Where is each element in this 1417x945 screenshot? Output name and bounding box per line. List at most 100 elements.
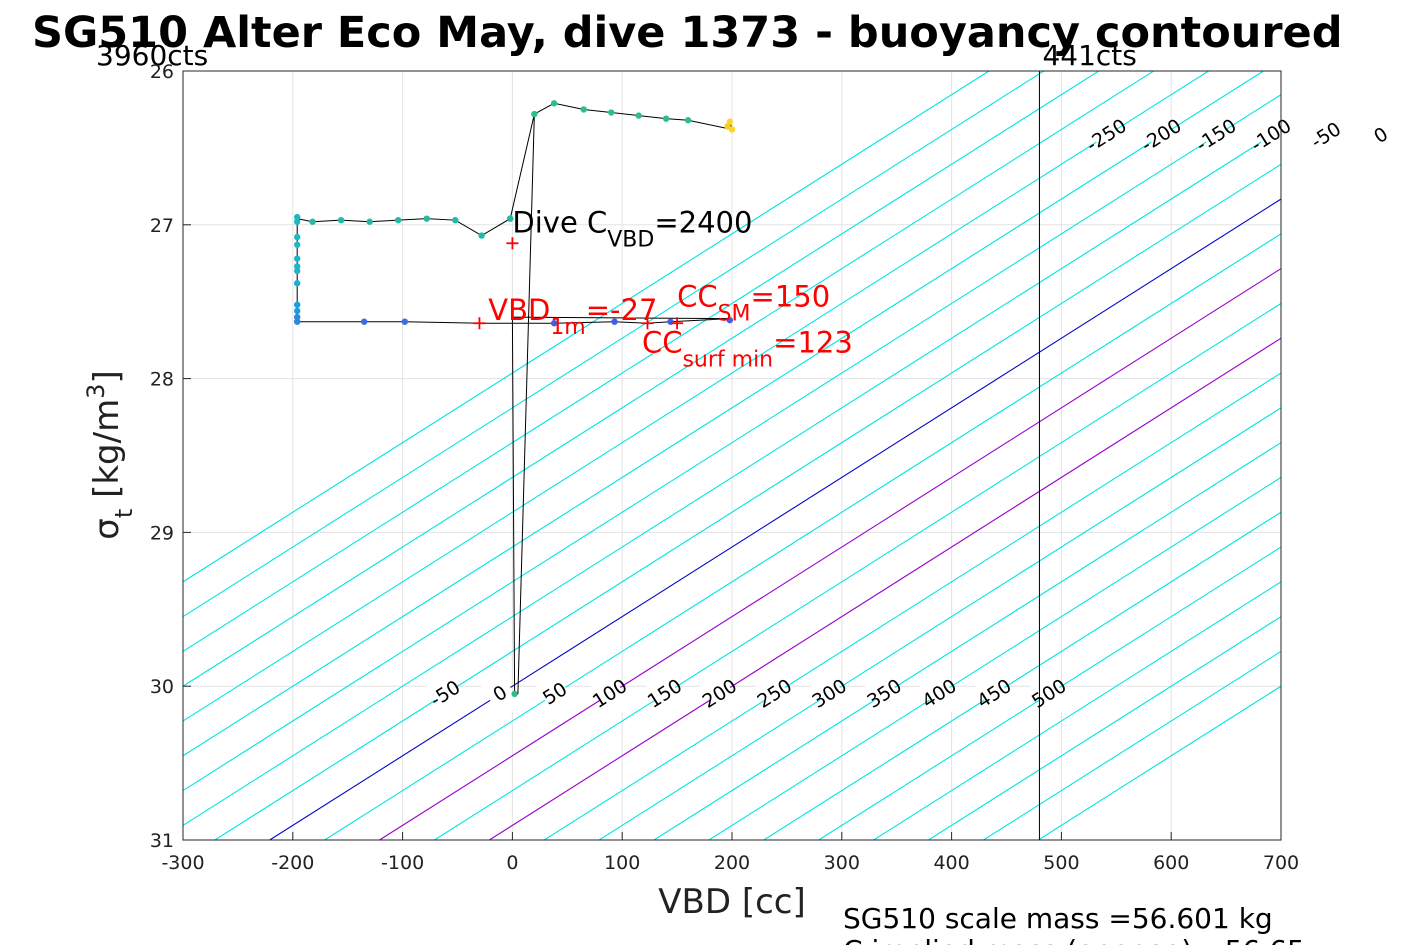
data-point (580, 106, 587, 113)
data-point (511, 690, 518, 698)
data-point (293, 318, 301, 325)
annotation-main: VBD (488, 293, 550, 327)
data-point (608, 109, 615, 116)
contour-line (183, 71, 990, 583)
footer-text: SG510 scale mass =56.601 kgC implied mas… (843, 902, 1305, 945)
buoyancy-contours (183, 71, 1281, 840)
contour-line (818, 546, 1281, 840)
ylabel-subscript: t (110, 509, 138, 518)
contour-label-bg (643, 668, 687, 719)
data-point (635, 112, 642, 119)
contour-label-bg (862, 668, 907, 719)
contour-line (598, 407, 1281, 840)
y-tick-label: 29 (150, 522, 174, 544)
plus-marker (641, 317, 654, 330)
annotation-main: Dive C (512, 205, 607, 239)
data-point (293, 307, 301, 315)
y-tick-label: 27 (150, 215, 174, 237)
x-tick-label: 200 (714, 852, 750, 874)
track-line (296, 102, 733, 695)
annotation-sub: 1m (550, 315, 585, 340)
data-point (293, 263, 301, 270)
data-point (478, 232, 485, 239)
contour-line (183, 94, 1281, 792)
annotation-value: =2400 (654, 205, 752, 239)
y-tick-label: 31 (150, 830, 174, 852)
counts-label: 441cts (1042, 39, 1136, 72)
counts-label: 3960cts (96, 39, 208, 72)
contour-line (183, 71, 1045, 618)
annotation-sub: VBD (607, 227, 654, 252)
ylabel-superscript: 3 (82, 384, 110, 399)
data-point (309, 218, 316, 225)
data-point (337, 216, 345, 224)
data-point (293, 280, 301, 287)
annotation-value: =150 (751, 279, 831, 313)
data-point (726, 316, 734, 324)
vbd-limit-lines: 441cts 3960cts (96, 39, 1137, 840)
contour-label-bg (1304, 110, 1349, 161)
contour-line (324, 233, 1281, 840)
plus-marker (473, 317, 486, 330)
footer-line: SG510 scale mass =56.601 kg (843, 902, 1273, 935)
contour-label-bg (807, 668, 852, 719)
contour-line (434, 302, 1281, 840)
annotation-main: CC (677, 279, 718, 313)
data-point (293, 313, 301, 321)
data-point (395, 216, 402, 224)
x-tick-label: -200 (271, 852, 314, 874)
x-tick-label: 600 (1153, 852, 1189, 874)
x-tick-label: 500 (1043, 852, 1079, 874)
data-point (360, 318, 368, 325)
ylabel-unit: [kg/m (87, 399, 127, 509)
contour-label-bg (588, 668, 632, 719)
x-tick-label: -300 (161, 852, 204, 874)
contour-label-bg (1194, 110, 1239, 161)
contour-line (708, 476, 1281, 840)
contour-line (1038, 685, 1281, 840)
data-point (684, 117, 692, 124)
y-tick-label: 28 (150, 369, 174, 391)
red-markers (473, 237, 684, 330)
contour-line (928, 615, 1281, 840)
data-point (293, 267, 301, 275)
data-point (401, 318, 408, 325)
contour-line (983, 650, 1281, 840)
data-point (452, 216, 459, 224)
x-tick-label: 400 (933, 852, 969, 874)
x-tick-label: 700 (1263, 852, 1299, 874)
contour-line (183, 71, 1209, 722)
contour-line (543, 372, 1281, 840)
contour-label-bg (1084, 110, 1129, 161)
data-point (724, 123, 731, 130)
chart-title: SG510 Alter Eco May, dive 1373 - buoyanc… (32, 8, 1343, 58)
data-point (550, 100, 558, 107)
data-point (550, 320, 558, 327)
data-point (507, 215, 514, 222)
contour-label-bg (533, 668, 578, 719)
dive-track (296, 102, 733, 695)
contour-line (653, 441, 1281, 840)
contour-line (763, 511, 1281, 840)
data-point (293, 233, 301, 241)
x-tick-label: 0 (506, 852, 518, 874)
annotation-sub: surf min (682, 347, 773, 372)
data-point (366, 218, 373, 225)
y-ticks: 26 27 28 29 30 31 (150, 61, 191, 852)
contour-line (873, 581, 1281, 840)
contour-label-bg (423, 668, 468, 719)
contour-label-bg (752, 668, 797, 719)
y-tick-label: 26 (150, 61, 174, 83)
data-point (662, 115, 670, 122)
footer-line: C implied mass (openeo) =56.65 (843, 934, 1305, 945)
annotation-sub: SM (718, 301, 751, 326)
contour-label-bg (1249, 110, 1294, 161)
contour-line (183, 71, 1100, 653)
y-axis-label: σt [kg/m3] (82, 370, 138, 539)
contour-label-bg (1027, 668, 1072, 719)
annotation-value: =123 (773, 325, 853, 359)
data-point (293, 255, 301, 262)
contour-line (183, 71, 1154, 687)
